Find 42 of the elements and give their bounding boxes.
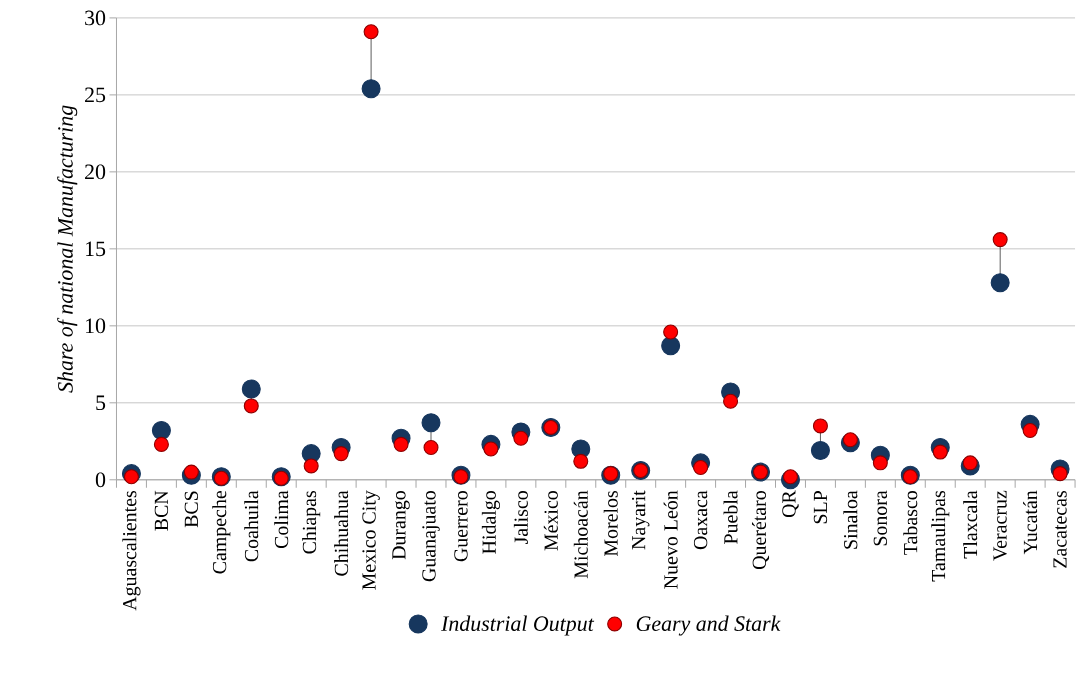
y-tick-label: 25 [85, 87, 106, 103]
x-tick-label: Hidalgo [481, 491, 500, 554]
x-tick-label: BCN [154, 490, 169, 531]
x-tick-label: Chiapas [302, 491, 321, 554]
x-tick-label: Morelos [603, 491, 618, 557]
x-tick-label: Veracruz [993, 490, 1007, 561]
x-tick-label: Chihuahua [334, 490, 349, 576]
legend-label: Geary and Stark [636, 615, 781, 636]
x-tick-label: Sinaloa [843, 490, 858, 549]
x-tick-label: Nuevo León [663, 490, 678, 589]
x-tick-label: Zacatecas [1053, 491, 1067, 568]
y-axis-title: Share of national Manufacturing [57, 105, 78, 393]
x-tick-label: Puebla [723, 490, 738, 544]
x-tick-label: Durango [392, 491, 410, 560]
x-tick-label: QR [782, 490, 799, 518]
y-tick-label: 20 [85, 164, 106, 180]
x-tick-label: Colima [274, 490, 289, 549]
x-tick-label: Tlaxcala [963, 490, 978, 559]
x-tick-label: BCS [184, 491, 199, 528]
y-tick-label: 10 [86, 318, 106, 334]
legend-label: Industrial Output [440, 615, 595, 636]
x-tick-label: Coahuila [244, 490, 259, 562]
x-tick-label: México [543, 491, 558, 551]
x-tick-label: Yucatán [1023, 490, 1038, 555]
y-tick-label: 30 [85, 10, 106, 26]
y-tick-label: 5 [96, 395, 106, 411]
x-tick-label: Mexico City [362, 490, 380, 590]
x-tick-label: Oaxaca [693, 490, 708, 550]
x-tick-label: Nayarit [631, 490, 650, 550]
x-tick-label: Guanajuato [422, 491, 440, 582]
x-tick-label: Querétaro [751, 491, 770, 570]
y-tick-label: 15 [86, 241, 106, 257]
x-tick-label: Guerrero [454, 491, 468, 562]
x-tick-label: Michoacán [573, 490, 588, 579]
x-tick-label: Aguascalientes [122, 491, 141, 611]
x-tick-label: Tabasco [903, 491, 918, 555]
x-tick-label: Campeche [212, 491, 231, 574]
x-tick-label: Tamaulipas [931, 491, 950, 582]
x-tick-label: Jalisco [513, 491, 528, 545]
x-tick-label: Sonora [873, 490, 888, 546]
y-tick-label: 0 [95, 472, 106, 488]
x-tick-label: SLP [813, 491, 828, 524]
